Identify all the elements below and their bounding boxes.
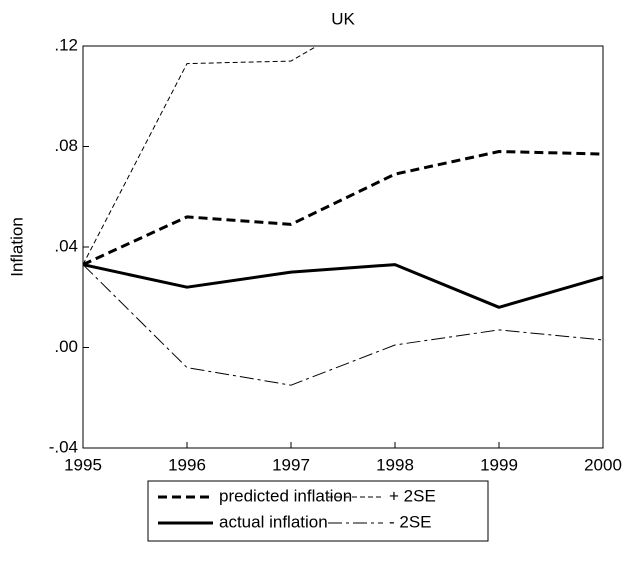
series-line <box>83 264 603 386</box>
legend-label: predicted inflation <box>219 486 352 505</box>
y-axis-label: Inflation <box>7 217 26 277</box>
chart-title: UK <box>331 9 355 28</box>
y-tick-label: .00 <box>54 337 78 356</box>
x-tick-label: 2000 <box>584 455 622 474</box>
plot-area <box>83 46 603 386</box>
y-tick-label: .04 <box>54 236 78 255</box>
legend-label: - 2SE <box>389 512 432 531</box>
legend-label: actual inflation <box>219 512 328 531</box>
x-tick-label: 1995 <box>64 455 102 474</box>
plot-frame <box>82 45 604 449</box>
legend-box <box>147 480 489 542</box>
series-line <box>83 46 318 265</box>
legend-label: + 2SE <box>389 486 436 505</box>
y-tick-label: .08 <box>54 136 78 155</box>
x-tick-label: 1997 <box>272 455 310 474</box>
x-tick-label: 1996 <box>168 455 206 474</box>
x-tick-label: 1998 <box>376 455 414 474</box>
y-tick-label: -.04 <box>49 437 78 456</box>
x-tick-label: 1999 <box>480 455 518 474</box>
y-tick-label: .12 <box>54 35 78 54</box>
series-line <box>83 150 603 266</box>
series-line <box>83 263 603 309</box>
